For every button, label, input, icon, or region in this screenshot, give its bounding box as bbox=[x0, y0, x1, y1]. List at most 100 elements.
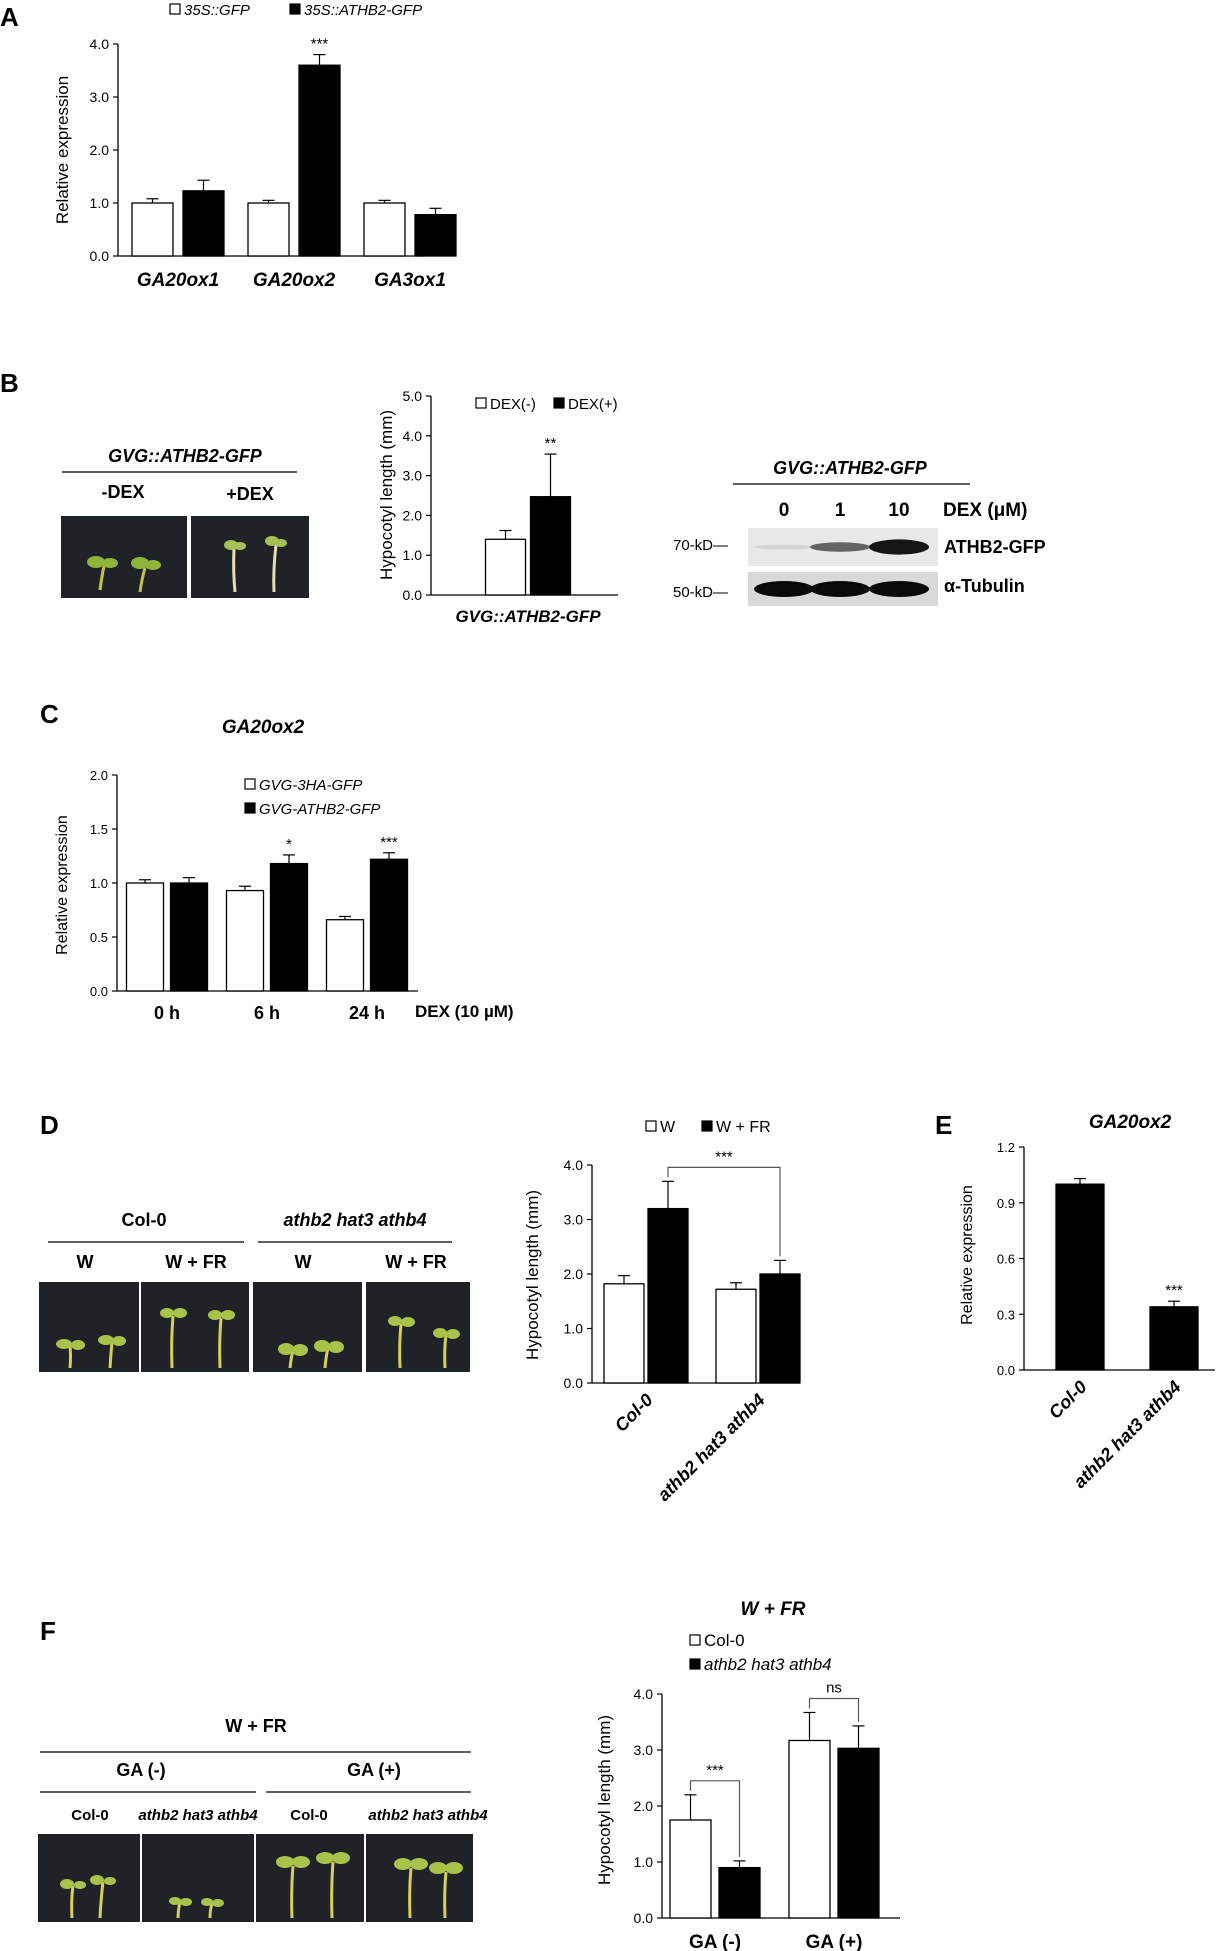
bar bbox=[484, 538, 527, 596]
y-tick-label: 0.0 bbox=[997, 1363, 1015, 1378]
chart-title: GA20ox2 bbox=[1089, 1112, 1172, 1133]
y-axis-label: Relative expression bbox=[54, 815, 71, 955]
x-tick-label: Col-0 bbox=[1045, 1377, 1091, 1423]
bar bbox=[247, 202, 290, 257]
cotyledons-minus-dex bbox=[87, 556, 161, 570]
photo-mutant-wfr bbox=[366, 1282, 470, 1372]
significance-bracket bbox=[808, 1697, 860, 1722]
chart-a-relative-expression: 0.0 1.0 2.0 3.0 4.0 Relative expression GA20ox… bbox=[53, 2, 457, 291]
y-tick-label: 1.0 bbox=[90, 876, 108, 891]
blot-lane-1: 1 bbox=[835, 500, 846, 521]
y-tick-label: 4.0 bbox=[403, 428, 423, 444]
bar bbox=[414, 214, 457, 257]
chart-c-ga20ox2-time-course: 0.0 0.5 1.0 1.5 2.0 Relative expression GA20ox… bbox=[54, 717, 514, 1023]
photo-genotype-col0: Col-0 bbox=[122, 1210, 167, 1230]
bar bbox=[298, 64, 341, 257]
y-tick-label: 1.5 bbox=[90, 822, 108, 837]
y-tick-label: 4.0 bbox=[634, 1686, 654, 1702]
photo-genotype-mutant-ga-minus: athb2 hat3 athb4 bbox=[138, 1807, 258, 1824]
bar bbox=[718, 1866, 761, 1919]
legend-swatch bbox=[689, 1658, 701, 1670]
panel-f-photos: W + FR GA (-) GA (+) Col-0 athb2 hat3 at… bbox=[38, 1716, 488, 1922]
panel-b-photos: GVG::ATHB2-GFP -DEX +DEX bbox=[61, 446, 309, 598]
bar bbox=[647, 1207, 689, 1384]
x-tick-label: GA20ox1 bbox=[137, 270, 219, 291]
legend-label: Col-0 bbox=[704, 1631, 745, 1650]
panel-letter-f: F bbox=[40, 1616, 56, 1646]
significance-bracket bbox=[667, 1166, 781, 1257]
panel-d-photos: Col-0 athb2 hat3 athb4 W W + FR W W + FR bbox=[39, 1210, 470, 1372]
y-tick-label: 4.0 bbox=[564, 1157, 584, 1173]
blot-band-label-athb2-gfp: ATHB2-GFP bbox=[944, 537, 1046, 557]
y-tick-label: 3.0 bbox=[634, 1742, 654, 1758]
panel-letter-e: E bbox=[935, 1110, 952, 1140]
y-tick-label: 0.5 bbox=[90, 930, 108, 945]
legend-label: 35S::ATHB2-GFP bbox=[304, 2, 422, 19]
photo-condition-w-1: W bbox=[77, 1252, 94, 1272]
bar bbox=[325, 919, 365, 992]
y-axis-label: Hypocotyl length (mm) bbox=[523, 1190, 542, 1360]
x-tick-label: Col-0 bbox=[611, 1390, 657, 1436]
legend-swatch bbox=[289, 3, 301, 15]
legend-label: GVG-ATHB2-GFP bbox=[259, 801, 380, 818]
photo-plus-dex bbox=[191, 516, 309, 598]
bar bbox=[1149, 1306, 1199, 1371]
legend-swatch bbox=[475, 397, 487, 409]
blot-marker-50kd: 50-kD— bbox=[673, 584, 728, 601]
blot-band bbox=[754, 544, 814, 550]
panel-letter-b: B bbox=[0, 368, 19, 398]
chart-e-ga20ox2-expression: 0.0 0.3 0.6 0.9 1.2 Relative expression GA20ox… bbox=[959, 1112, 1215, 1492]
blot-bands bbox=[754, 539, 929, 597]
photo-minus-dex bbox=[61, 516, 187, 598]
bar bbox=[169, 882, 209, 992]
blot-lane-10: 10 bbox=[888, 500, 909, 521]
x-axis-label: DEX (10 µM) bbox=[415, 1002, 514, 1021]
x-tick-label: GVG::ATHB2-GFP bbox=[455, 607, 601, 626]
bar bbox=[131, 202, 174, 257]
y-tick-label: 2.0 bbox=[564, 1266, 584, 1282]
x-tick-label: 24 h bbox=[349, 1003, 385, 1023]
y-tick-label: 5.0 bbox=[403, 388, 423, 404]
y-tick-label: 0.0 bbox=[564, 1375, 584, 1391]
photo-genotype-col0-ga-minus: Col-0 bbox=[71, 1807, 109, 1824]
significance-label: *** bbox=[311, 36, 329, 53]
photo-col0-w bbox=[39, 1282, 139, 1372]
bar bbox=[669, 1819, 712, 1919]
photo-mutant-ga-minus bbox=[142, 1834, 254, 1922]
bar bbox=[529, 496, 572, 596]
y-tick-label: 0.0 bbox=[90, 248, 110, 264]
significance-bracket bbox=[689, 1780, 741, 1857]
photo-treatment-ga-minus: GA (-) bbox=[116, 1760, 165, 1780]
legend-swatch bbox=[244, 802, 256, 814]
bar bbox=[125, 882, 165, 992]
significance-label: * bbox=[286, 836, 292, 853]
y-tick-label: 1.0 bbox=[90, 195, 110, 211]
chart-title: GA20ox2 bbox=[222, 717, 305, 738]
bar bbox=[182, 190, 225, 257]
panel-letter-a: A bbox=[0, 2, 19, 32]
x-tick-label: GA3ox1 bbox=[374, 270, 446, 291]
photo-genotype-mutant-ga-plus: athb2 hat3 athb4 bbox=[368, 1807, 488, 1824]
photo-treatment-ga-plus: GA (+) bbox=[347, 1760, 401, 1780]
y-tick-label: 1.0 bbox=[634, 1854, 654, 1870]
panel-letter-d: D bbox=[40, 1110, 59, 1140]
photo-condition-wfr-1: W + FR bbox=[165, 1252, 227, 1272]
bar bbox=[363, 202, 406, 257]
y-tick-label: 3.0 bbox=[90, 89, 110, 105]
legend-swatch bbox=[169, 3, 181, 15]
y-tick-label: 2.0 bbox=[403, 507, 423, 523]
legend-label: 35S::GFP bbox=[184, 2, 250, 19]
seedlings-plus-dex bbox=[232, 544, 278, 593]
cotyledons-panel-d bbox=[56, 1308, 460, 1356]
blot-marker-70kd: 70-kD— bbox=[673, 537, 728, 554]
bar bbox=[788, 1739, 831, 1919]
blot-lane-0: 0 bbox=[779, 500, 790, 521]
legend-swatch bbox=[244, 778, 256, 790]
y-axis-label: Hypocotyl length (mm) bbox=[377, 410, 396, 580]
photo-col0-ga-plus bbox=[256, 1834, 364, 1922]
blot-band bbox=[869, 539, 929, 555]
blot-band bbox=[869, 581, 929, 597]
blot-band bbox=[810, 542, 870, 552]
photo-mutant-w bbox=[253, 1282, 362, 1372]
x-tick-label: GA (+) bbox=[806, 1932, 863, 1951]
